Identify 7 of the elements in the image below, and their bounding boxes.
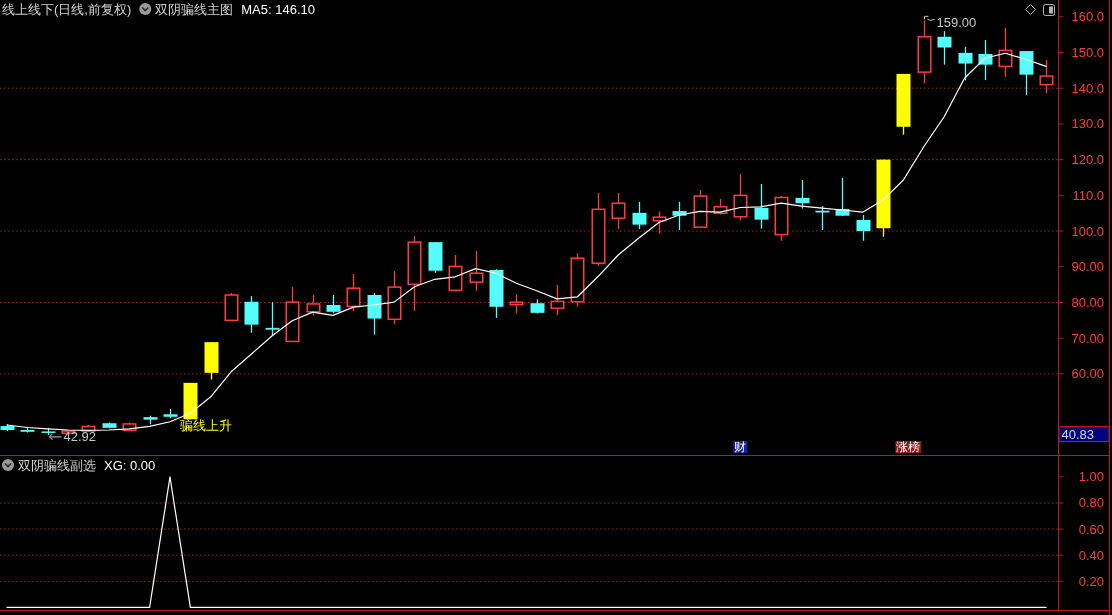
y-tick-label: 0.60 — [1078, 521, 1104, 537]
chart-title: 双阴骗线副选 — [18, 457, 96, 473]
y-tick-label: 0.20 — [1078, 573, 1104, 589]
y-tick-label: 0.40 — [1078, 547, 1104, 563]
y-tick-label: 0.80 — [1078, 495, 1104, 511]
series-label: XG: 0.00 — [104, 457, 156, 473]
y-tick-label: 1.00 — [1078, 469, 1104, 485]
